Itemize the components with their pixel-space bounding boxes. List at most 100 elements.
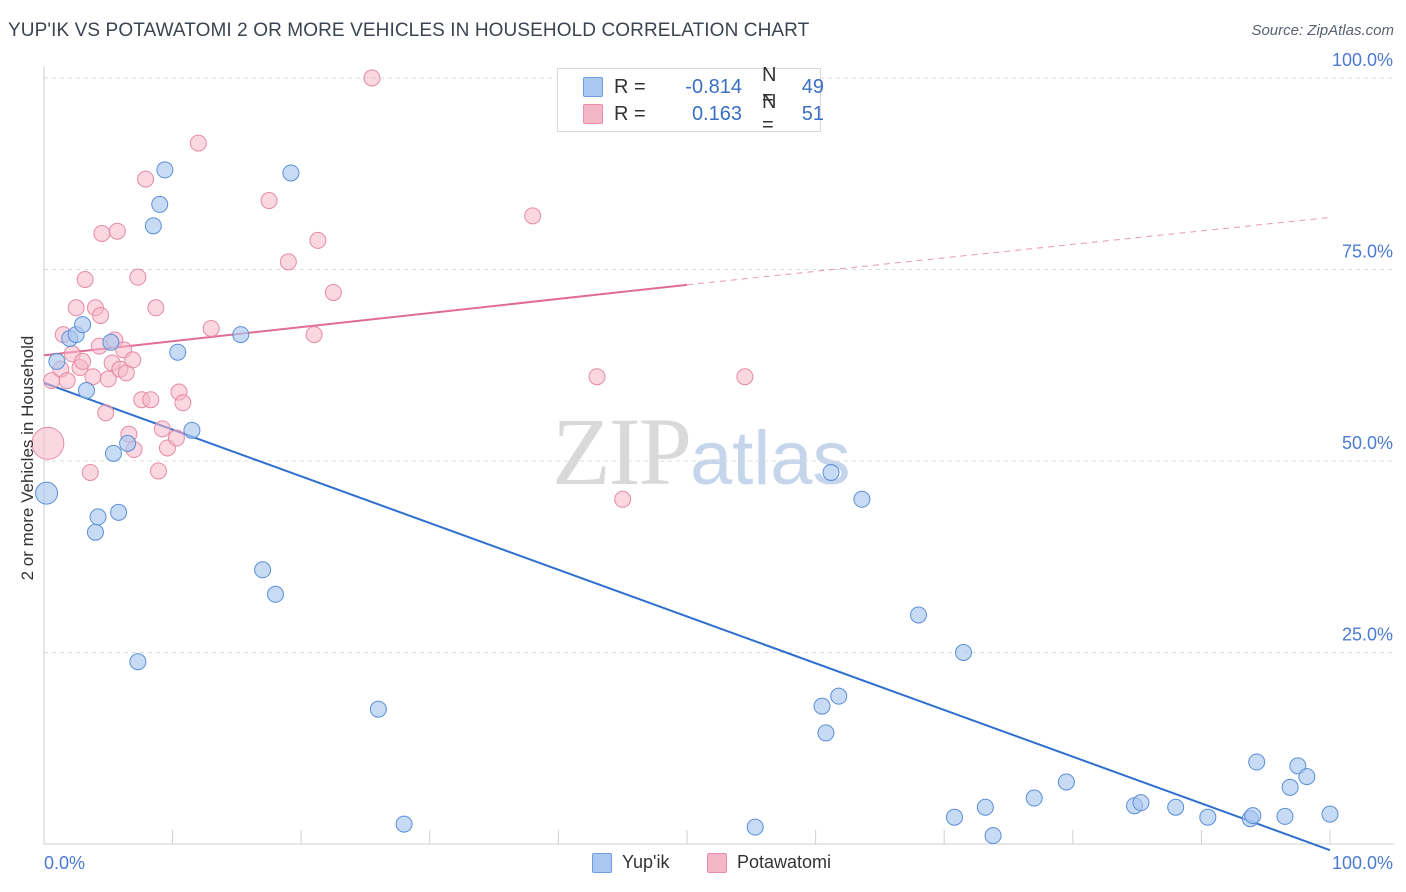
yupik-point — [129, 653, 147, 671]
potawatomi-point — [588, 368, 606, 386]
potawatomi-n-value: 51 — [801, 102, 824, 125]
yupik-legend-label: Yup'ik — [622, 852, 670, 872]
yupik-point — [254, 561, 272, 579]
yupik-point — [1248, 753, 1266, 771]
tick-labels: 25.0% 50.0% 75.0% 100.0% 0.0% 100.0% — [44, 50, 1393, 873]
potawatomi-point — [124, 351, 142, 369]
yupik-n-value: 49 — [801, 75, 824, 98]
yupik-point — [156, 161, 174, 179]
yupik-point — [830, 687, 848, 705]
trend-lines — [43, 216, 1331, 852]
yupik-point — [1276, 807, 1294, 825]
yupik-point — [183, 421, 201, 439]
yupik-point — [35, 481, 59, 505]
potawatomi-point — [31, 426, 65, 460]
yupik-point — [89, 508, 107, 526]
potawatomi-point — [129, 268, 147, 286]
potawatomi-point — [260, 192, 278, 210]
y-axis-label: 2 or more Vehicles in Household — [18, 335, 37, 581]
potawatomi-point — [137, 170, 155, 188]
yupik-point — [945, 808, 963, 826]
potawatomi-point — [614, 490, 632, 508]
potawatomi-point — [76, 270, 94, 288]
potawatomi-n-label: N = — [762, 91, 777, 136]
yupik-point — [266, 585, 284, 603]
yupik-r-value: -0.814 — [685, 75, 742, 98]
y-tick-label: 75.0% — [1342, 242, 1393, 262]
yupik-point — [1281, 778, 1299, 796]
y-tick-label: 50.0% — [1342, 433, 1393, 453]
yupik-point — [282, 164, 300, 182]
potawatomi-legend-swatch — [707, 852, 727, 873]
potawatomi-point — [174, 394, 192, 412]
yupik-point — [984, 827, 1002, 845]
yupik-point — [822, 463, 840, 481]
yupik-r-label: R = — [614, 75, 646, 98]
potawatomi-point — [99, 370, 117, 388]
potawatomi-legend-label: Potawatomi — [737, 852, 832, 872]
potawatomi-point — [67, 299, 85, 317]
potawatomi-point — [167, 429, 185, 447]
potawatomi-point — [92, 306, 110, 324]
potawatomi-point — [142, 391, 160, 409]
yupik-point — [954, 644, 972, 661]
yupik-point — [86, 523, 104, 541]
potawatomi-r-label: R = — [614, 102, 646, 125]
yupik-point — [909, 606, 927, 624]
yupik-point — [151, 195, 169, 213]
series-legend: Yup'ik Potawatomi — [0, 852, 1406, 878]
potawatomi-point — [189, 134, 207, 152]
potawatomi-point — [108, 222, 126, 240]
yupik-trend-line — [43, 381, 1331, 852]
yupik-point — [1321, 805, 1339, 823]
yupik-point — [817, 724, 835, 742]
grid-lines — [44, 77, 1394, 653]
yupik-point — [1132, 794, 1150, 812]
yupik-point — [369, 700, 387, 718]
yupik-point — [232, 326, 250, 344]
potawatomi-point — [74, 352, 92, 370]
y-tick-label: 25.0% — [1342, 625, 1393, 645]
watermark: ZIPatlas — [552, 396, 851, 507]
potawatomi-point — [202, 319, 220, 337]
potawatomi-trend-extension — [686, 216, 1331, 286]
yupik-point — [976, 798, 994, 816]
yupik-point — [813, 697, 831, 715]
potawatomi-point — [149, 462, 167, 480]
potawatomi-point — [736, 368, 754, 386]
yupik-point — [169, 343, 187, 361]
watermark-zip: ZIP — [552, 398, 692, 505]
axes — [43, 66, 1394, 845]
yupik-point — [144, 217, 162, 235]
potawatomi-trend-line — [43, 283, 688, 357]
stats-legend: R = -0.814 N = 49 R = 0.163 N = 51 — [557, 64, 824, 136]
legend-item-potawatomi[interactable]: Potawatomi — [707, 852, 831, 873]
yupik-point — [1057, 773, 1075, 791]
yupik-point — [48, 352, 66, 370]
potawatomi-point — [524, 207, 542, 225]
yupik-point — [1244, 807, 1262, 825]
x-tick-label: 100.0% — [1332, 853, 1393, 873]
y-tick-label: 100.0% — [1332, 50, 1393, 70]
potawatomi-point — [279, 253, 297, 271]
x-tick-label: 0.0% — [44, 853, 85, 873]
potawatomi-point — [153, 420, 171, 438]
potawatomi-point — [58, 372, 76, 390]
yupik-point — [74, 316, 92, 334]
yupik-point — [746, 818, 764, 836]
potawatomi-point — [324, 283, 342, 301]
source-credit: Source: ZipAtlas.com — [1251, 22, 1394, 39]
legend-item-yupik[interactable]: Yup'ik — [592, 852, 669, 873]
potawatomi-point — [309, 231, 327, 249]
potawatomi-point — [97, 404, 115, 422]
yupik-legend-swatch — [592, 852, 612, 873]
chart-title: YUP'IK VS POTAWATOMI 2 OR MORE VEHICLES … — [8, 20, 810, 41]
potawatomi-swatch — [583, 104, 603, 124]
yupik-swatch — [583, 77, 603, 97]
data-points — [31, 69, 1339, 845]
yupik-point — [77, 382, 95, 400]
yupik-point — [853, 490, 871, 508]
yupik-point — [1199, 808, 1217, 826]
yupik-point — [1167, 798, 1185, 816]
watermark-atlas: atlas — [690, 416, 851, 501]
